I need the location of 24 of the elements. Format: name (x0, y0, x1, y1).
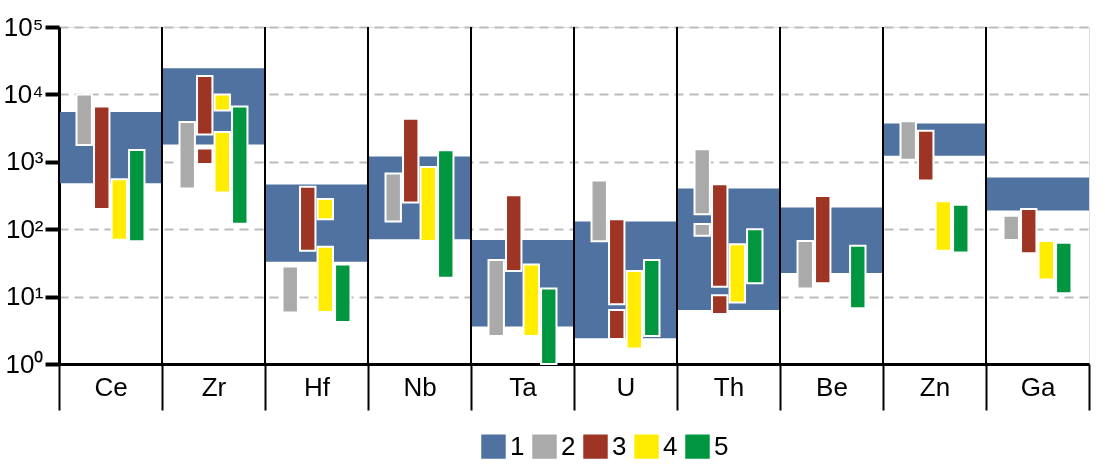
legend-label: 2 (561, 430, 576, 461)
y-tick-label: 10² (5, 213, 44, 244)
bar (281, 265, 299, 314)
x-tick-label: Zr (201, 371, 227, 402)
bar (986, 177, 1089, 211)
legend-label: 4 (663, 430, 678, 461)
y-tick-label: 10⁴ (3, 78, 44, 109)
x-tick-label: Be (816, 371, 848, 402)
x-tick-label: Ce (94, 371, 128, 402)
x-tick-label: Zn (919, 371, 951, 402)
y-tick-label: 10⁵ (3, 11, 44, 42)
legend-label: 5 (714, 430, 729, 461)
legend-label: 1 (510, 430, 525, 461)
bar (849, 244, 867, 310)
y-tick-label: 10¹ (5, 281, 44, 312)
legend-label: 3 (612, 430, 627, 461)
x-tick-label: Nb (403, 371, 437, 402)
x-tick-label: Th (713, 371, 745, 402)
x-tick-label: Hf (304, 371, 331, 402)
x-tick-label: Ta (509, 371, 538, 402)
x-tick-label: Ga (1020, 371, 1056, 402)
x-tick-label: U (616, 371, 636, 402)
y-tick-label: 10⁰ (5, 348, 44, 379)
y-tick-label: 10³ (5, 146, 44, 177)
